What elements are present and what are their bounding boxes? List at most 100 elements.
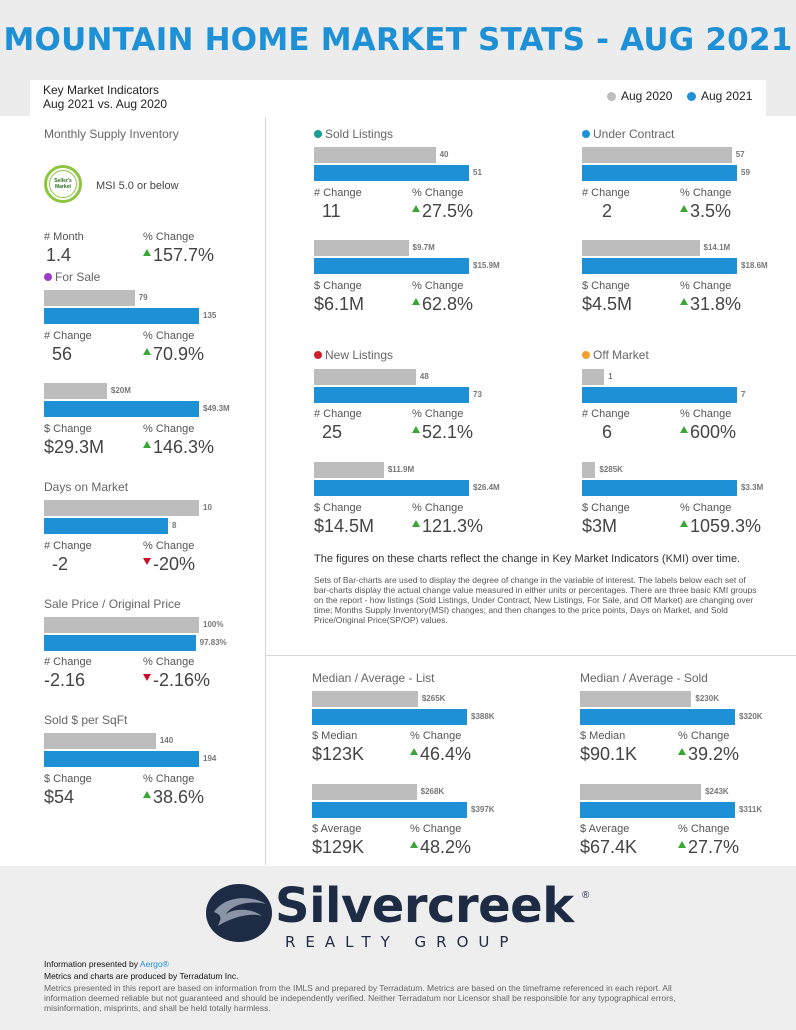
up-triangle-icon [412,426,420,433]
ms-average-pct-number: 27.7% [688,837,740,857]
ml-average-value: $129K [312,837,364,858]
ms-median-label: $ Median [580,730,626,742]
msi-pct-number: 157.7% [153,245,215,265]
bar-sold-vol-2021 [314,258,469,274]
uc-pct-label: % Change [680,187,732,199]
ml-median-pct-value: 46.4% [410,744,471,765]
sellers-market-badge-icon: Seller's Market [44,165,82,203]
bar-label-spop-2020: 100% [203,620,224,629]
sold-vol-pct-label: % Change [412,280,464,292]
kmi-subtitle: Key Market Indicators Aug 2021 vs. Aug 2… [43,83,167,111]
spop-change-value: -2.16 [44,670,85,691]
msi-title: Monthly Supply Inventory [44,127,179,141]
sold-count-change-value: 11 [322,201,341,222]
ml-median-pct-number: 46.4% [420,744,472,764]
bar-label-off-count-2021: 7 [741,390,746,399]
off-pct-label: % Change [680,408,732,420]
new-listings-title-text: New Listings [325,348,394,362]
uc-vol-pct-value: 31.8% [680,294,741,315]
bar-uc-count-2020 [582,147,732,163]
for-sale-title-text: For Sale [55,270,101,284]
bar-dom-2021 [44,518,168,534]
down-triangle-icon [143,558,151,565]
bar-label-off-vol-2020: $285K [599,465,623,474]
bar-sold-vol-2020 [314,240,409,256]
uc-count-change-number: 2 [602,201,613,221]
bar-sqft-2021 [44,751,199,767]
off-vol-pct-label: % Change [680,502,732,514]
median-list-title: Median / Average - List [312,671,435,685]
under-contract-dot-icon [582,130,590,138]
sold-dollar-change-label: $ Change [314,280,362,292]
footer-band [0,866,796,1030]
ml-median-number: $123K [312,744,365,764]
bar-label-ml-avg-2020: $268K [420,787,445,796]
bar-label-off-vol-2021: $3.3M [741,483,764,492]
for-sale-count-change-number: 56 [52,344,73,364]
dom-change-label: # Change [44,540,92,552]
bar-dom-2020 [44,500,199,516]
msi-pct-label: % Change [143,231,195,243]
spop-pct-value: -2.16% [143,670,210,691]
sold-pct-number: 27.5% [422,201,474,221]
ms-median-number: $90.1K [580,744,638,764]
for-sale-count-change-value: 56 [52,344,72,365]
msi-month-value: 1.4 [46,245,71,266]
horizontal-divider [266,655,796,656]
sold-count-change-label: # Change [314,187,362,199]
new-pct-label: % Change [412,408,464,420]
off-count-change-number: 6 [602,422,613,442]
dom-pct-value: -20% [143,554,195,575]
logo-subtitle: REALTY GROUP [285,933,519,951]
bar-label-spop-2021: 97.83% [199,638,227,647]
ml-average-pct-label: % Change [410,823,462,835]
bar-label-for-sale-count-2021: 135 [203,311,217,320]
sold-dot-icon [314,130,322,138]
up-triangle-icon [410,748,418,755]
off-market-title-text: Off Market [593,348,649,362]
uc-dollar-change-value: $4.5M [582,294,632,315]
ml-median-label: $ Median [312,730,358,742]
off-market-dot-icon [582,351,590,359]
aergo-link[interactable]: Aergo® [139,959,169,969]
bar-ms-avg-2021 [580,802,735,818]
bar-label-dom-2020: 10 [203,503,212,512]
footer-info-prefix: Information presented by [44,959,140,969]
bar-label-ms-med-2020: $230K [695,694,719,703]
new-dollar-change-value: $14.5M [314,516,374,537]
ms-median-pct-number: 39.2% [688,744,740,764]
bar-label-new-count-2021: 73 [473,390,482,399]
new-pct-number: 52.1% [422,422,474,442]
bar-label-new-count-2020: 48 [419,372,429,381]
bar-label-for-sale-count-2020: 79 [138,293,148,302]
vertical-divider [265,117,266,865]
for-sale-dot-icon [44,273,52,281]
ms-median-value: $90.1K [580,744,637,765]
down-triangle-icon [143,674,151,681]
bar-label-dom-2021: 8 [172,521,177,530]
footer-info-line: Information presented by Aergo® [44,959,169,969]
under-contract-title-text: Under Contract [593,127,675,141]
bar-sold-count-2021 [314,165,469,181]
sqft-pct-value: 38.6% [143,787,204,808]
off-vol-pct-number: 1059.3% [690,516,762,536]
legend-label-2020: Aug 2020 [621,89,673,103]
ms-average-value: $67.4K [580,837,637,858]
uc-dollar-change-label: $ Change [582,280,630,292]
uc-count-change-label: # Change [582,187,630,199]
msi-month-label: # Month [44,231,84,243]
bar-uc-vol-2020 [582,240,700,256]
new-vol-pct-number: 121.3% [422,516,484,536]
bar-new-count-2021 [314,387,469,403]
bar-label-off-count-2020: 1 [608,372,613,381]
dom-change-number: -2 [52,554,69,574]
uc-pct-number: 3.5% [690,201,732,221]
off-vol-pct-value: 1059.3% [680,516,761,537]
bar-ml-avg-2021 [312,802,467,818]
bar-off-vol-2020 [582,462,596,478]
bar-for-sale-vol-2020 [44,383,107,399]
bar-label-ml-med-2021: $388K [471,712,495,721]
for-sale-dollar-change-value: $29.3M [44,437,104,458]
silvercreek-swoosh-icon [206,884,272,942]
legend-dot-gray-icon [607,91,616,101]
